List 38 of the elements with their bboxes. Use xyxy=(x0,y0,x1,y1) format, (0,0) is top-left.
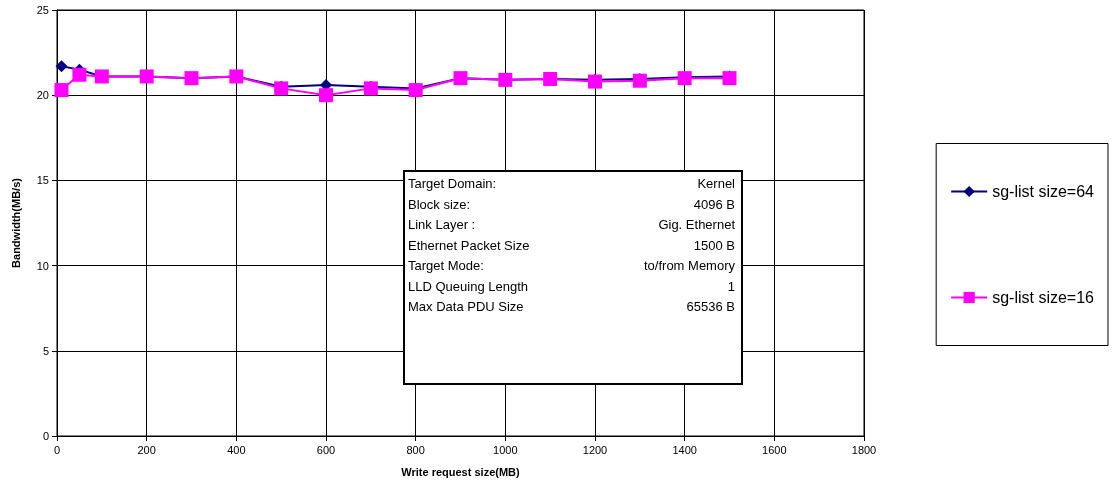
point xyxy=(54,83,69,98)
x-tick-label: 200 xyxy=(137,443,156,456)
y-tick-label: 15 xyxy=(36,174,49,187)
y-tick-label: 10 xyxy=(36,259,49,272)
annotation: LLD Queuing Length xyxy=(408,278,528,294)
annotation: Target Mode: xyxy=(408,258,484,273)
annotation: Target Domain: xyxy=(408,176,497,191)
y-tick-label: 20 xyxy=(36,89,49,102)
annotation: 1 xyxy=(727,278,735,294)
annotation: 4096 B xyxy=(693,196,735,212)
annotation: Block size: xyxy=(408,196,471,212)
x-tick-label: 400 xyxy=(227,443,246,456)
x-tick-label: 0 xyxy=(53,443,61,456)
x-tick-label: 1000 xyxy=(493,443,518,456)
x-axis-title: Write request size(MB) xyxy=(401,465,521,478)
x-tick-label: 800 xyxy=(406,443,425,456)
annotation: 65536 B xyxy=(686,299,735,314)
x-tick-label: 1200 xyxy=(582,443,608,456)
legend-label: sg-list size=64 xyxy=(992,183,1095,200)
y-tick-label: 5 xyxy=(42,344,49,357)
x-tick-label: 600 xyxy=(316,443,336,456)
point xyxy=(72,67,87,82)
x-tick-label: 1800 xyxy=(851,443,877,456)
annotation: Link Layer : xyxy=(408,217,476,232)
point xyxy=(319,88,333,103)
annotation: Gig. Ethernet xyxy=(658,217,735,232)
annotation: 1500 B xyxy=(693,237,735,253)
y-axis-title: Bandwidth(MB/s) xyxy=(9,177,22,268)
annotation: Ethernet Packet Size xyxy=(408,237,530,253)
y-tick-label: 0 xyxy=(42,430,49,442)
annotation: Max Data PDU Size xyxy=(408,299,524,314)
x-tick-label: 1600 xyxy=(762,443,787,456)
annotation: to/from Memory xyxy=(643,258,735,273)
legend-label: sg-list size=16 xyxy=(992,289,1095,306)
x-tick-label: 1400 xyxy=(672,443,697,456)
point xyxy=(55,60,68,73)
annotation: Kernel xyxy=(697,176,735,191)
y-tick-label: 25 xyxy=(36,4,49,16)
